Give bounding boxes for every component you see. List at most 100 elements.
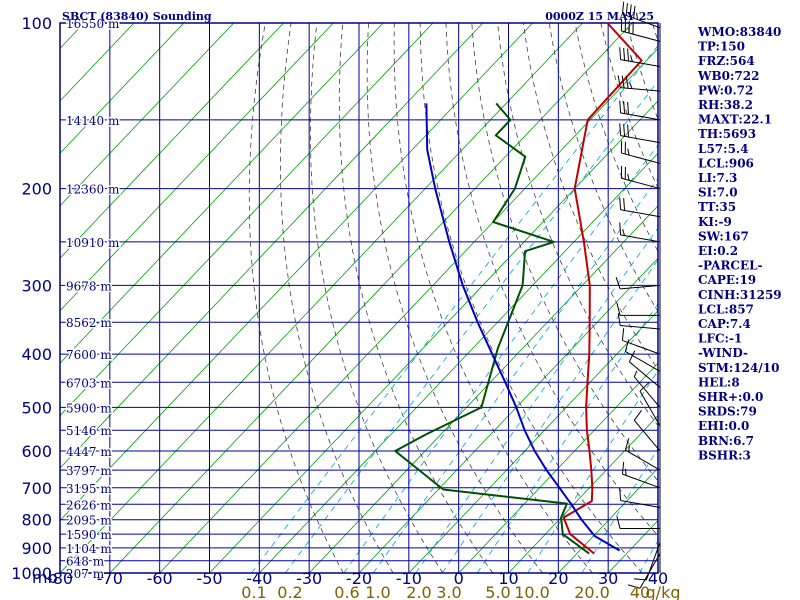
wind-barb: [633, 370, 661, 408]
height-label: 10910 m: [66, 236, 120, 250]
wind-barb: [617, 75, 661, 92]
sounding-index-value: -WIND-: [698, 346, 748, 360]
wind-barb: [621, 461, 661, 489]
isotherm-line: [60, 23, 384, 364]
isotherm-line: [408, 310, 658, 573]
station-title: SBCT (83840) Sounding: [62, 10, 212, 23]
sounding-index-value: LCL:906: [698, 156, 754, 170]
sounding-index-value: LI:7.3: [698, 171, 737, 185]
height-label: 2626 m: [66, 498, 112, 512]
wind-barb: [639, 382, 661, 427]
height-label: 3797 m: [66, 464, 112, 478]
isotherm-line: [60, 23, 583, 573]
height-label: 5900 m: [66, 401, 112, 415]
temperature-tick-label: -50: [196, 569, 222, 588]
sounding-index-value: CAPE:19: [698, 273, 756, 287]
sounding-index-value: BSHR:3: [698, 448, 751, 462]
height-label: 5146 m: [66, 424, 112, 438]
sounding-index-value: RH:38.2: [698, 98, 753, 112]
wind-barb: [619, 197, 661, 218]
pressure-tick-label: 900: [21, 539, 52, 558]
temperature-tick-label: -40: [246, 569, 272, 588]
height-label: 2095 m: [66, 514, 112, 528]
isotherm-line: [60, 23, 334, 312]
height-labels: 16550 m 14140 m 12360 m 10910 m 9678 m 8562 m…: [65, 16, 122, 583]
plot-frame: [59, 22, 659, 574]
mixing-ratio-label: 1.0: [365, 583, 390, 600]
mixing-ratio-label: 3.0: [436, 583, 461, 600]
temperature-tick-label: -80: [47, 569, 73, 588]
wind-barb: [619, 100, 661, 121]
sounding-index-value: L57:5.4: [698, 142, 748, 156]
height-label: 14140 m: [66, 114, 120, 128]
sounding-index-value: EHI:0.0: [698, 419, 749, 433]
sounding-index-value: SHR+:0.0: [698, 390, 763, 404]
wind-barb: [633, 410, 661, 452]
temperature-tick-label: 10: [498, 569, 518, 588]
wind-barb: [615, 277, 661, 290]
height-label: 9678 m: [66, 279, 112, 293]
height-label: 16550 m: [66, 17, 120, 31]
sounding-index-value: SW:167: [698, 229, 749, 243]
height-label: 6703 m: [66, 376, 112, 390]
mixing-ratio-label: 5.0: [485, 583, 510, 600]
sounding-index-value: SI:7.0: [698, 186, 738, 200]
mixing-ratio-label: 0.6: [334, 583, 359, 600]
dewpoint-profile-line: [394, 102, 590, 555]
wind-barb: [620, 140, 661, 164]
height-label: 207 m: [66, 567, 105, 581]
sounding-indices-panel: WMO:83840TP:150FRZ:564WB0:722PW:0.72RH:3…: [697, 25, 782, 462]
sounding-index-value: BRN:6.7: [698, 434, 754, 448]
mixing-ratio-label: 2.0: [406, 583, 431, 600]
sounding-index-value: WMO:83840: [697, 25, 781, 39]
height-label: 3195 m: [66, 482, 112, 496]
height-label: 1590 m: [66, 528, 112, 542]
sounding-index-value: PW:0.72: [698, 83, 753, 97]
wind-barb: [624, 438, 661, 471]
isotherm-line: [60, 23, 434, 417]
sounding-index-value: LFC:-1: [698, 332, 742, 346]
temperature-profile-line: [562, 23, 643, 555]
height-label: 7600 m: [66, 348, 112, 362]
pressure-tick-label: 200: [21, 180, 52, 199]
temperature-axis-labels: -80 -70 -60 -50 -40 -30 -20 -10 0 10 20 30 40: [47, 569, 668, 588]
isotherm-line: [60, 23, 484, 469]
temperature-tick-label: 0: [454, 569, 464, 588]
isotherm-line: [458, 362, 658, 573]
mixing-ratio-label: g/kg: [646, 583, 681, 600]
sounding-index-value: -PARCEL-: [698, 259, 763, 273]
pressure-tick-label: 300: [21, 276, 52, 295]
wind-barb: [621, 328, 661, 355]
sounding-index-value: TH:5693: [698, 127, 756, 141]
isotherm-line: [60, 23, 533, 522]
temperature-tick-label: -60: [147, 569, 173, 588]
profile-lines: [394, 23, 643, 555]
pressure-unit-label: mb: [32, 568, 58, 587]
height-label: 12360 m: [66, 183, 120, 197]
mixing-ratio-labels: 0.1 0.2 0.6 1.0 2.0 3.0 5.0 10.0 20.0 40g/kg: [241, 583, 680, 600]
isotherm-line: [109, 23, 633, 573]
isotherm-line: [60, 23, 234, 207]
valid-time: 0000Z 15 MAY 25: [545, 10, 654, 23]
sounding-index-value: WB0:722: [697, 69, 759, 83]
sounding-index-value: STM:124/10: [698, 361, 779, 375]
isotherm-line: [358, 257, 658, 573]
pressure-tick-label: 1000: [11, 564, 52, 583]
isotherm-line: [558, 467, 658, 573]
sounding-index-value: TT:35: [698, 200, 736, 214]
wind-barbs: [615, 1, 661, 589]
wind-barb: [616, 516, 660, 529]
pressure-tick-label: 800: [21, 511, 52, 530]
height-label: 8562 m: [66, 316, 112, 330]
wind-barb: [619, 488, 661, 508]
mixing-ratio-label: 40: [630, 583, 650, 600]
pressure-axis-labels: 100 200 300 400 500 600 700 800 900 1000: [11, 14, 52, 583]
sounding-index-value: SRDS:79: [698, 405, 757, 419]
height-label: 1104 m: [66, 542, 112, 556]
pressure-tick-label: 600: [21, 442, 52, 461]
pressure-tick-label: 100: [21, 14, 52, 33]
wind-barb: [627, 553, 661, 589]
mixing-ratio-label: 10.0: [514, 583, 550, 600]
temperature-tick-label: -30: [296, 569, 322, 588]
temperature-tick-label: -10: [396, 569, 422, 588]
